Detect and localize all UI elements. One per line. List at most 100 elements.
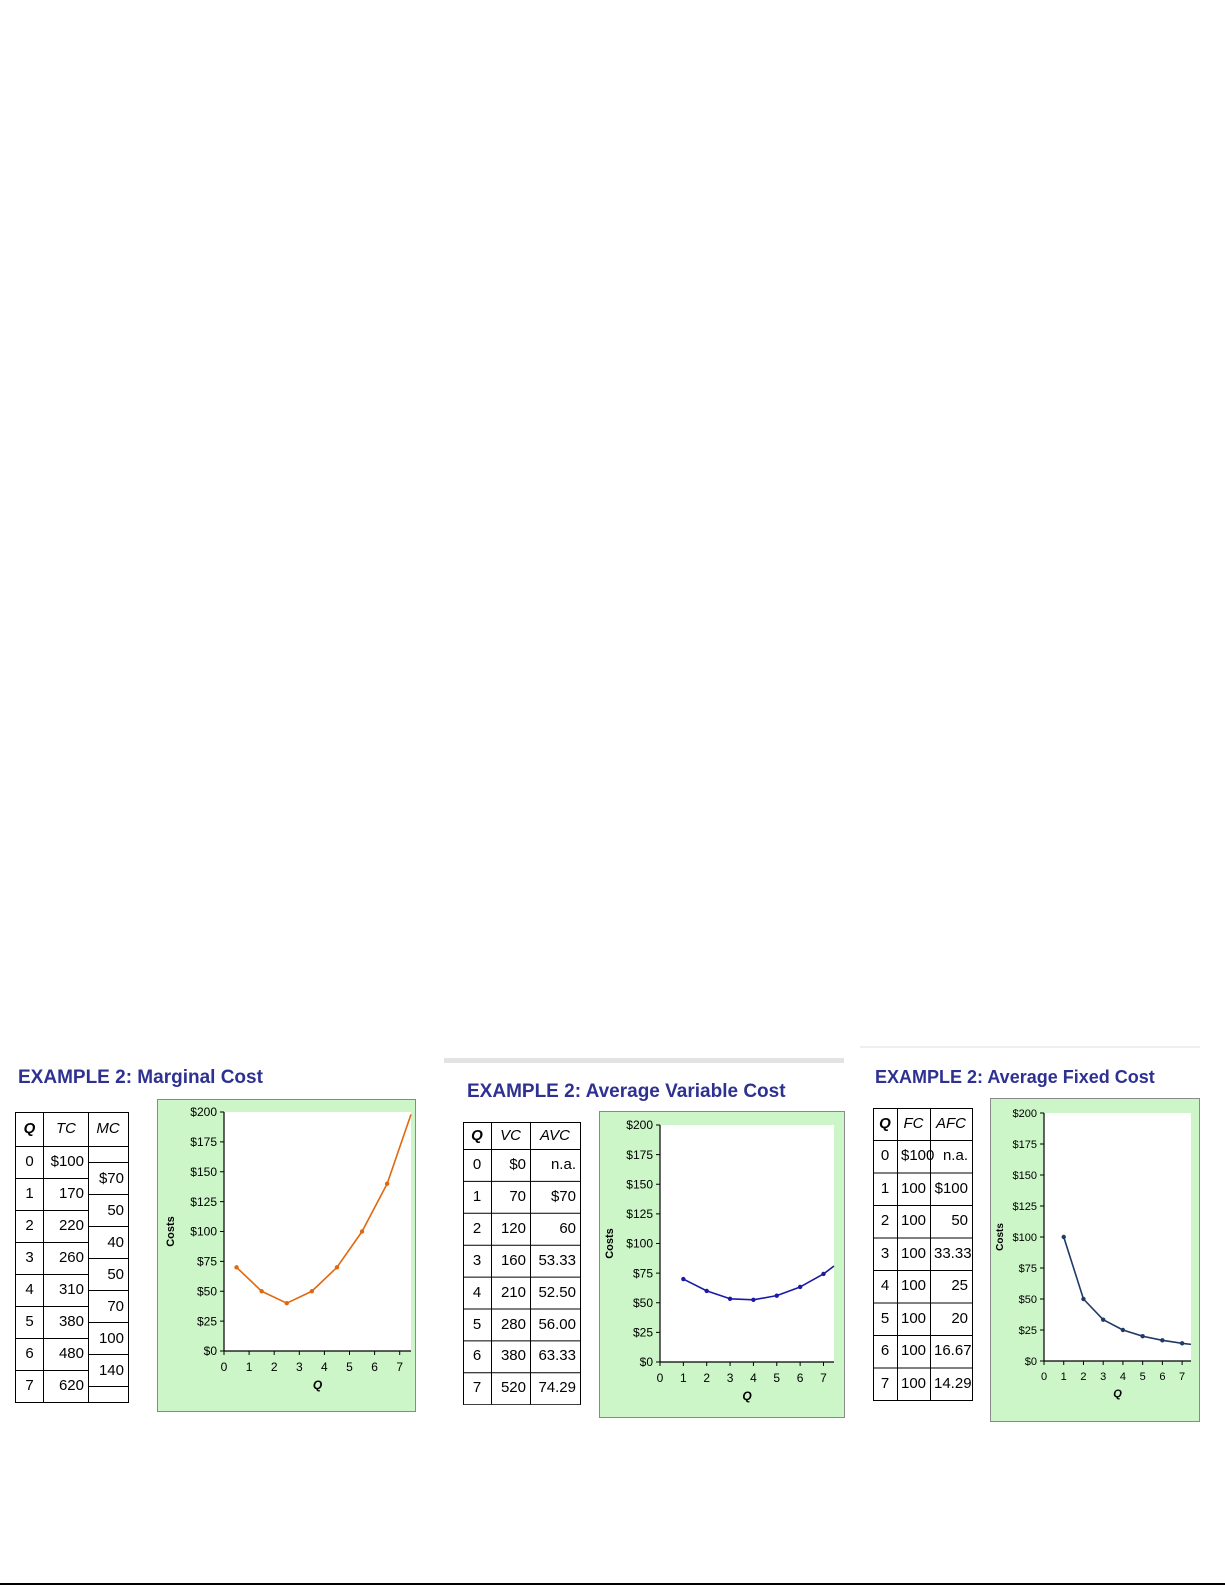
x-tick-label: 1 [246, 1360, 253, 1374]
mc-cell: 100 [98, 1330, 124, 1347]
data-point [1120, 1327, 1126, 1333]
avc-cell: n.a. [550, 1156, 576, 1173]
vc-cell: 520 [500, 1379, 526, 1397]
data-point [309, 1289, 315, 1294]
y-tick-label: $150 [190, 1165, 217, 1179]
y-tick-label: $150 [1013, 1170, 1037, 1182]
data-point [334, 1265, 340, 1270]
table-row: 7 620 [15, 1370, 88, 1402]
q-cell: 7 [25, 1377, 34, 1394]
avc-cell: 74.29 [538, 1379, 576, 1397]
col-header-afc: AFC [936, 1115, 966, 1132]
data-point [821, 1271, 826, 1277]
q-cell: 5 [25, 1313, 34, 1330]
y-tick-label: $200 [1013, 1108, 1037, 1120]
y-tick-label: $100 [626, 1237, 653, 1251]
x-tick-label: 6 [797, 1371, 804, 1385]
x-tick-label: 7 [820, 1371, 827, 1385]
avc-cell: 56.00 [538, 1315, 576, 1333]
col-header-q: Q [879, 1115, 891, 1132]
mc-cell: 50 [107, 1266, 124, 1283]
afc-cell: 20 [951, 1309, 968, 1327]
y-tick-label: $50 [197, 1284, 217, 1298]
avc-chart-svg: $0 $25 $50 $75 $100 $125 $150 $175 $200 0 1 2 3 4 5 6 7 Q… [604, 1118, 835, 1403]
col-header-q: Q [471, 1127, 483, 1144]
y-tick-label: $25 [197, 1314, 217, 1328]
y-axis-label: Costs [995, 1223, 1006, 1251]
col-header-q: Q [23, 1120, 36, 1137]
table-row: 0 $100 [15, 1146, 88, 1178]
q-cell: 2 [880, 1212, 890, 1229]
x-tick-label: 6 [371, 1360, 378, 1374]
avc-cell: $70 [550, 1187, 576, 1205]
data-point [1081, 1296, 1086, 1302]
vc-cell: 160 [500, 1251, 526, 1269]
table-lines [463, 1122, 581, 1406]
q-cell: 1 [472, 1187, 482, 1205]
fc-cell: 100 [901, 1244, 927, 1262]
vc-cell: 210 [500, 1283, 526, 1301]
tc-cell: $100 [50, 1153, 84, 1170]
series-line [682, 1265, 835, 1301]
q-cell: 6 [25, 1345, 34, 1362]
x-axis-label: Q [742, 1389, 752, 1403]
col-header-avc: AVC [539, 1127, 570, 1144]
col-header-mc: MC [96, 1120, 120, 1137]
data-point [1179, 1341, 1185, 1346]
series-line [235, 1114, 412, 1304]
table-row: 2 220 [15, 1210, 88, 1242]
x-tick-label: 5 [1140, 1371, 1146, 1383]
x-tick-label: 4 [1120, 1371, 1126, 1383]
y-tick-label: $25 [633, 1326, 653, 1340]
tc-cell: 620 [58, 1377, 84, 1394]
y-tick-label: $150 [626, 1177, 653, 1191]
y-tick-label: $175 [1013, 1139, 1037, 1151]
q-cell: 3 [880, 1244, 890, 1262]
data-point [751, 1297, 756, 1302]
y-tick-label: $100 [190, 1225, 217, 1239]
tc-cell: 480 [58, 1345, 84, 1362]
q-cell: 7 [472, 1379, 482, 1397]
plot-area [660, 1125, 834, 1362]
q-cell: 4 [880, 1277, 890, 1294]
x-tick-label: 1 [1061, 1371, 1067, 1383]
fc-cell: 100 [901, 1342, 927, 1359]
x-tick-label: 3 [296, 1360, 303, 1374]
q-cell: 5 [880, 1309, 890, 1327]
q-cell: 1 [880, 1179, 890, 1197]
data-point [359, 1229, 365, 1234]
afc-chart: $0 $25 $50 $75 $100 $125 $150 $175 $200 0 1 2 3 4 5 6 7 Q… [990, 1098, 1200, 1422]
y-tick-label: $50 [1019, 1294, 1037, 1306]
q-cell: 3 [472, 1251, 482, 1269]
x-tick-label: 7 [1179, 1371, 1185, 1383]
col-header-vc: VC [500, 1127, 521, 1144]
avc-cell: 63.33 [538, 1347, 576, 1365]
data-point [727, 1296, 733, 1302]
afc-cell: 33.33 [934, 1244, 972, 1262]
mc-cell: 140 [98, 1362, 124, 1379]
afc-cell: 16.67 [934, 1342, 972, 1359]
afc-cell: 14.29 [934, 1374, 972, 1392]
avc-chart: $0 $25 $50 $75 $100 $125 $150 $175 $200 0 1 2 3 4 5 6 7 Q… [599, 1111, 845, 1418]
avc-cell: 52.50 [538, 1283, 576, 1301]
divider [444, 1058, 844, 1063]
q-cell: 2 [25, 1217, 34, 1234]
data-point [704, 1288, 709, 1294]
q-cell: 6 [880, 1342, 890, 1359]
tc-cell: 260 [58, 1249, 84, 1266]
mc-chart: $0 $25 $50 $75 $100 $125 $150 $175 $200 0 1 2 3 4 5 6 7 Q… [157, 1099, 416, 1412]
q-cell: 3 [25, 1249, 34, 1266]
panel-title: EXAMPLE 2: Marginal Cost [18, 1067, 263, 1088]
x-tick-label: 4 [321, 1360, 328, 1374]
table-row: 5 380 [15, 1306, 88, 1338]
x-tick-label: 0 [1041, 1371, 1047, 1383]
x-tick-label: 2 [703, 1371, 710, 1385]
data-point [1100, 1317, 1106, 1322]
vc-cell: 280 [500, 1315, 526, 1333]
afc-cell: n.a. [942, 1147, 968, 1164]
q-cell: 0 [472, 1156, 482, 1173]
q-cell: 7 [880, 1374, 890, 1392]
mc-cell: 70 [107, 1298, 124, 1315]
vc-cell: 120 [500, 1219, 526, 1237]
